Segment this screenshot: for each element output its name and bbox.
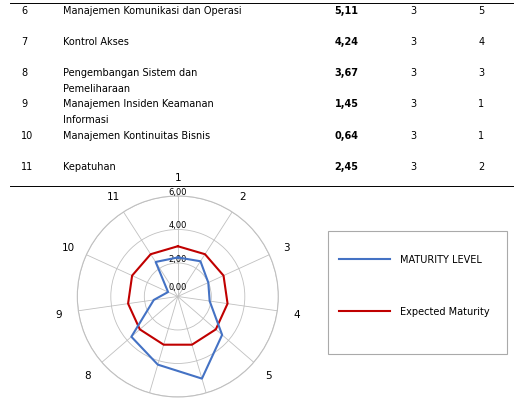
Text: Manajemen Insiden Keamanan: Manajemen Insiden Keamanan (63, 99, 213, 109)
Text: MATURITY LEVEL: MATURITY LEVEL (400, 254, 482, 264)
Text: 2,45: 2,45 (335, 161, 359, 171)
Text: 3: 3 (410, 68, 416, 78)
Text: Pemeliharaan: Pemeliharaan (63, 84, 130, 94)
Text: 10: 10 (21, 130, 33, 140)
Text: 3: 3 (478, 68, 484, 78)
Text: 11: 11 (21, 161, 33, 171)
Text: 4,24: 4,24 (335, 37, 359, 47)
Text: 1: 1 (478, 99, 484, 109)
Text: 2,00: 2,00 (168, 254, 187, 263)
Text: 3: 3 (410, 130, 416, 140)
Text: 5: 5 (478, 6, 484, 16)
Text: Manajemen Kontinuitas Bisnis: Manajemen Kontinuitas Bisnis (63, 130, 210, 140)
Text: 0,64: 0,64 (335, 130, 359, 140)
FancyBboxPatch shape (328, 232, 507, 354)
Text: 5,11: 5,11 (335, 6, 359, 16)
Text: 7: 7 (21, 37, 27, 47)
Text: 9: 9 (21, 99, 27, 109)
Text: 3,67: 3,67 (335, 68, 359, 78)
Text: 4,00: 4,00 (168, 221, 187, 230)
Text: 0,00: 0,00 (168, 283, 187, 292)
Text: 1: 1 (478, 130, 484, 140)
Text: Pengembangan Sistem dan: Pengembangan Sistem dan (63, 68, 197, 78)
Text: 4: 4 (478, 37, 484, 47)
Text: 3: 3 (410, 37, 416, 47)
Text: Kontrol Akses: Kontrol Akses (63, 37, 129, 47)
Text: 3: 3 (410, 161, 416, 171)
Text: 6: 6 (21, 6, 27, 16)
Text: Expected Maturity: Expected Maturity (400, 306, 489, 316)
Text: 2: 2 (478, 161, 484, 171)
Text: 3: 3 (410, 6, 416, 16)
Text: Informasi: Informasi (63, 115, 108, 125)
Text: 3: 3 (410, 99, 416, 109)
Text: Manajemen Komunikasi dan Operasi: Manajemen Komunikasi dan Operasi (63, 6, 242, 16)
Text: 6,00: 6,00 (168, 188, 187, 196)
Text: 1,45: 1,45 (335, 99, 359, 109)
Text: 8: 8 (21, 68, 27, 78)
Text: Kepatuhan: Kepatuhan (63, 161, 116, 171)
